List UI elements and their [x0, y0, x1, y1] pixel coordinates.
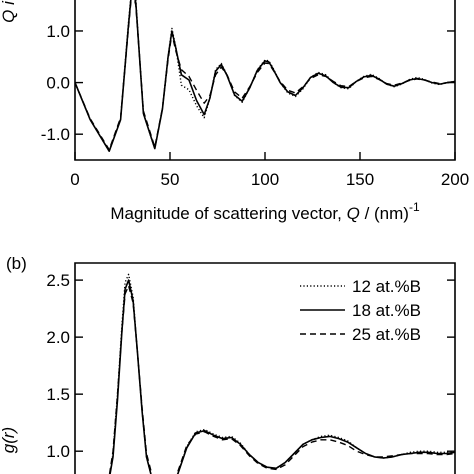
xlabel-var: Q — [347, 204, 360, 223]
legend-label-12: 12 at.%B — [352, 277, 421, 296]
panel-b-series-solid — [109, 279, 455, 474]
panel-a-series-dashed — [75, 0, 455, 151]
panel-b-frame — [74, 262, 456, 474]
y-tick-label: 2.0 — [46, 328, 70, 347]
panel-b-ylabel: g(r) — [0, 427, 18, 453]
legend-label-25: 25 at.%B — [352, 325, 421, 344]
panel-a-frame — [74, 0, 456, 161]
y-tick-label: -1.0 — [41, 125, 70, 144]
panel-a: -1.0 0.0 1.0 0 50 100 150 200 Q i Magnitude of … — [0, 0, 469, 223]
panel-a-xlabel: Magnitude of scattering vector, Q / (nm)… — [110, 200, 420, 223]
panel-a-series-solid — [75, 0, 455, 152]
panel-b-label: (b) — [6, 254, 27, 273]
x-tick-label: 0 — [70, 170, 79, 189]
panel-a-ticks: -1.0 0.0 1.0 0 50 100 150 200 — [41, 22, 469, 189]
y-tick-label: 1.0 — [46, 22, 70, 41]
xlabel-sup: -1 — [409, 200, 420, 214]
panel-a-series-dotted — [75, 0, 455, 152]
y-tick-label: 2.5 — [46, 271, 70, 290]
y-tick-label: 0.0 — [46, 74, 70, 93]
panel-b: (b) 1.0 1.5 2.0 2.5 g(r) 12 at.%B 18 at.%B … — [0, 254, 456, 474]
xlabel-suffix: / (nm) — [360, 204, 409, 223]
x-tick-label: 150 — [346, 170, 374, 189]
y-tick-label: 1.5 — [46, 385, 70, 404]
panel-b-series — [108, 273, 455, 474]
xlabel-prefix: Magnitude of scattering vector, — [110, 204, 346, 223]
panel-b-ticks: 1.0 1.5 2.0 2.5 — [46, 271, 455, 461]
legend-label-18: 18 at.%B — [352, 301, 421, 320]
x-tick-label: 50 — [161, 170, 180, 189]
y-tick-label: 1.0 — [46, 442, 70, 461]
panel-a-series — [75, 0, 455, 152]
x-tick-label: 200 — [441, 170, 469, 189]
panel-a-ylabel: Q i — [0, 0, 18, 23]
panel-b-series-dashed — [108, 285, 455, 474]
legend: 12 at.%B 18 at.%B 25 at.%B — [300, 277, 421, 344]
x-tick-label: 100 — [251, 170, 279, 189]
